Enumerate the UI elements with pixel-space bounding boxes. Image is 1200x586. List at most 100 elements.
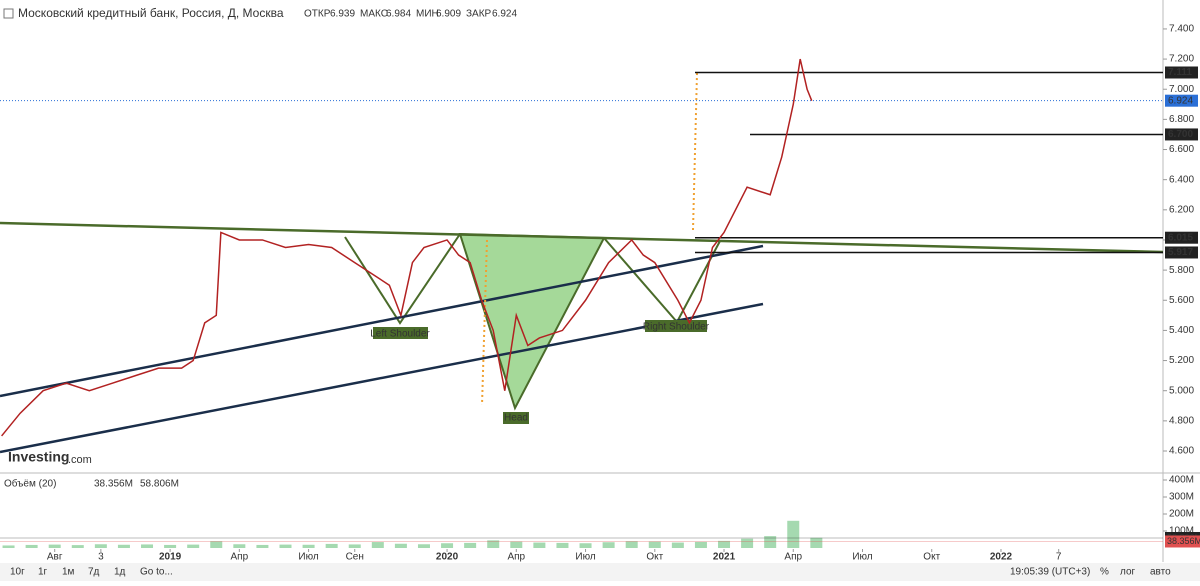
clock: 19:05:39 (UTC+3) [1010, 567, 1090, 578]
level-tag [1165, 128, 1198, 141]
range-button[interactable]: 1м [62, 567, 75, 578]
y-tick-label: 6.600 [1169, 144, 1194, 155]
range-button[interactable]: 1д [114, 567, 126, 578]
volume-bar [187, 544, 200, 548]
volume-bar [487, 540, 500, 548]
level-label: 6.015 [1168, 232, 1193, 243]
volume-bar [464, 542, 477, 548]
y-tick-label: 6.400 [1169, 174, 1194, 185]
x-tick-label: Апр [784, 552, 802, 563]
y-tick-label: 5.800 [1169, 265, 1194, 276]
volume-bar [417, 544, 430, 548]
volume-bar [25, 544, 38, 548]
annotation: Head [504, 413, 528, 424]
neckline [0, 221, 1164, 254]
volume-bar [210, 541, 223, 548]
annotation: Right Shoulder [643, 322, 710, 333]
label-box [373, 327, 428, 339]
range-button[interactable]: Go to... [140, 567, 173, 578]
volume-bar [71, 545, 84, 548]
x-tick-label: 2022 [990, 552, 1013, 563]
label-box [503, 412, 529, 424]
range-button[interactable]: 1г [38, 567, 48, 578]
collapse-icon[interactable] [3, 8, 14, 19]
volume-bar [510, 541, 523, 548]
x-tick-label: 2019 [159, 552, 182, 563]
volume-bar [141, 544, 154, 548]
volume-bar [602, 542, 615, 548]
last-price-label: 6.924 [1168, 95, 1193, 106]
y-tick-label: 5.200 [1169, 355, 1194, 366]
last-price-tag [1165, 94, 1198, 107]
y-tick-label: 5.400 [1169, 325, 1194, 336]
range-button[interactable]: 7д [88, 567, 100, 578]
volume-bar [625, 541, 638, 548]
volume-bar [164, 544, 177, 548]
ohlc-value: 6.909 [436, 9, 461, 20]
toolbar-group: 10г 1г 1м 7д 1д Go to... [10, 567, 173, 578]
x-tick-label: 3 [98, 552, 104, 563]
ohlc-value: 6.939 [330, 9, 355, 20]
y-tick-label: 100M [1169, 526, 1194, 537]
y-tick-label: 300M [1169, 492, 1194, 503]
volume-bar [810, 537, 823, 548]
x-tick-label: Окт [923, 552, 940, 563]
target-arrow [692, 72, 698, 231]
volume-value: 38.356M [94, 479, 133, 490]
volume-bar [441, 543, 454, 548]
level-label: 7.111 [1168, 67, 1192, 78]
pct-button[interactable]: % [1100, 567, 1109, 578]
ohlc-value: 6.924 [492, 9, 517, 20]
volume-ma: 58.806M [140, 479, 179, 490]
x-tick-label: 2020 [436, 552, 459, 563]
volume-bar [394, 543, 407, 548]
logo: .com [68, 454, 92, 466]
y-tick-label: 7.000 [1169, 84, 1194, 95]
volume-bar [348, 544, 361, 548]
ohlc-label: ЗАКР [466, 9, 492, 20]
volume-bar [256, 544, 269, 548]
left-shoulder-pattern [344, 233, 461, 325]
label-box [645, 320, 707, 332]
volume-bar [279, 544, 292, 548]
x-tick-label: 7 [1056, 552, 1062, 563]
volume-bar [117, 544, 130, 548]
volume-bar [94, 544, 107, 548]
volume-bar [694, 541, 707, 548]
auto-button[interactable]: авто [1150, 567, 1171, 578]
y-tick-label: 6.200 [1169, 204, 1194, 215]
ohlc-label: МАКС [360, 9, 388, 20]
level-label: 5.917 [1168, 247, 1193, 258]
y-tick-label: 4.600 [1169, 446, 1194, 457]
price-line [1, 58, 813, 437]
volume-bar [233, 544, 246, 548]
volume-bar [741, 538, 754, 548]
level-tag [1165, 66, 1198, 79]
volume-bar [648, 541, 661, 548]
y-tick-label: 5.600 [1169, 295, 1194, 306]
x-tick-label: Июл [298, 552, 318, 563]
x-tick-label: 2021 [713, 552, 736, 563]
x-tick-label: Апр [507, 552, 525, 563]
volume-bar [764, 536, 777, 548]
chart-title: Московский кредитный банк, Россия, Д, Мо… [18, 6, 284, 20]
log-button[interactable]: лог [1120, 567, 1136, 578]
volume-bar [556, 542, 569, 548]
volume-bar [48, 544, 61, 548]
level-label: 6.700 [1168, 129, 1193, 140]
x-tick-label: Июл [852, 552, 872, 563]
range-button[interactable]: 10г [10, 567, 25, 578]
y-tick-label: 7.200 [1169, 54, 1194, 65]
y-tick-label: 400M [1169, 475, 1194, 486]
volume-bar [787, 520, 800, 548]
volume-bar [302, 544, 315, 548]
logo: Investing [8, 449, 69, 465]
volume-title: Объём (20) [4, 478, 56, 490]
annotation: Left Shoulder [370, 329, 430, 340]
x-tick-label: Сен [346, 552, 364, 563]
volume-bar [579, 543, 592, 548]
volume-bar [533, 542, 546, 548]
y-tick-label: 7.400 [1169, 24, 1194, 35]
